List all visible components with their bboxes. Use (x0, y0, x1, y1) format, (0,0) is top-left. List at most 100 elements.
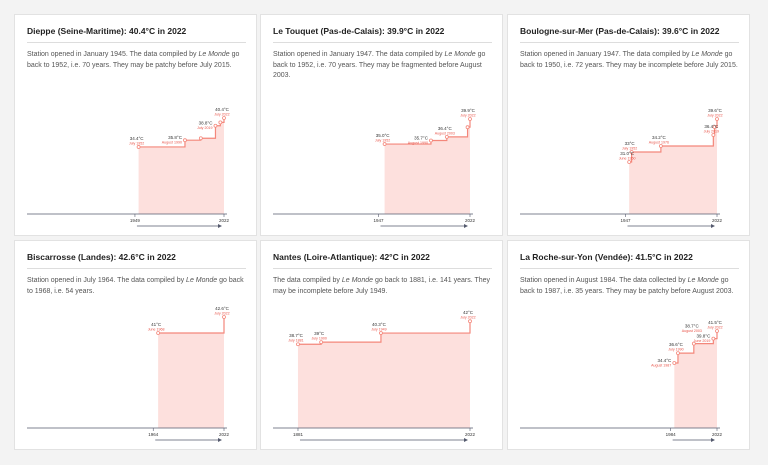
x-tick-label: 2022 (465, 218, 476, 223)
record-point (222, 315, 226, 319)
record-line (297, 321, 471, 345)
record-area (629, 119, 717, 214)
record-date-label: July 1881 (288, 339, 303, 343)
card-title: Le Touquet (Pas-de-Calais): 39.9°C in 20… (273, 26, 445, 36)
record-point (296, 342, 300, 347)
record-point (711, 336, 716, 341)
record-date-label: July 2022 (707, 325, 722, 329)
record-point (715, 117, 719, 121)
divider (273, 42, 492, 43)
station-card: Biscarrosse (Landes): 42.6°C in 2022 Sta… (14, 240, 257, 450)
record-date-label: August 2003 (682, 329, 702, 333)
record-value-label: 34.4°C (657, 358, 672, 363)
record-date-label: August 1990 (408, 141, 428, 145)
record-point (222, 116, 226, 120)
record-value-label: 39.8°C (697, 334, 712, 339)
record-point (156, 331, 161, 335)
record-date-label: July 2022 (707, 114, 722, 118)
card-description: The data compiled by Le Monde go back to… (273, 277, 491, 295)
record-value-label: 34.2°C (652, 135, 667, 140)
record-point (319, 340, 324, 345)
record-point (213, 123, 218, 128)
divider (27, 42, 246, 43)
record-date-label: July 1900 (311, 337, 326, 341)
record-value-label: 40.3°C (372, 322, 387, 327)
record-date-label: July 1952 (375, 139, 390, 143)
record-date-label: July 2022 (214, 312, 229, 316)
record-date-label: June 2019 (694, 339, 711, 343)
record-date-label: July 1990 (668, 348, 683, 352)
station-card: Boulogne-sur-Mer (Pas-de-Calais): 39.6°C… (507, 14, 750, 236)
station-card: Dieppe (Seine-Maritime): 40.4°C in 2022 … (14, 14, 257, 236)
record-value-label: 38.7°C (289, 333, 304, 338)
divider (520, 42, 739, 43)
record-value-label: 38.7°C (685, 324, 700, 329)
divider (27, 268, 246, 269)
record-value-label: 41°C (151, 322, 162, 327)
record-area (138, 118, 224, 214)
card-description: Station opened in July 1964. The data co… (27, 277, 244, 295)
divider (273, 268, 492, 269)
record-point (468, 117, 472, 121)
card-title: Biscarrosse (Landes): 42.6°C in 2022 (27, 252, 176, 262)
record-point (429, 138, 433, 143)
arrow-head-icon (218, 224, 222, 228)
record-point (676, 351, 680, 355)
record-point (712, 125, 717, 129)
record-point (715, 329, 719, 333)
record-area (297, 321, 470, 428)
record-date-label: August 1990 (162, 141, 182, 145)
card-description: Station opened in January 1947. The data… (273, 51, 486, 79)
record-value-label: 42.6°C (215, 306, 230, 311)
card-description: Station opened in August 1984. The data … (520, 277, 734, 295)
arrow-head-icon (218, 438, 222, 442)
record-value-label: 38.8°C (199, 121, 214, 126)
record-value-label: 36.6°C (669, 342, 684, 347)
x-tick-label: 1947 (620, 218, 631, 223)
record-date-label: June 1968 (148, 328, 165, 332)
arrow-head-icon (711, 224, 715, 228)
card-title: Nantes (Loire-Atlantique): 42°C in 2022 (273, 252, 430, 262)
x-tick-label: 2022 (465, 432, 476, 437)
record-point (468, 319, 472, 324)
record-point (672, 361, 677, 365)
record-point (465, 125, 470, 130)
x-tick-label: 1964 (148, 432, 159, 437)
card-title: La Roche-sur-Yon (Vendée): 41.5°C in 202… (520, 252, 693, 262)
record-date-label: July 1952 (622, 147, 637, 151)
record-value-label: 31.0°C (620, 151, 635, 156)
x-tick-label: 1947 (373, 218, 384, 223)
x-tick-label: 1881 (293, 432, 304, 437)
x-tick-label: 2022 (712, 218, 723, 223)
record-date-label: June 1950 (619, 157, 636, 161)
record-value-label: 39.9°C (461, 108, 476, 113)
record-date-label: July 2022 (460, 316, 475, 320)
record-point (629, 150, 634, 154)
station-card: Le Touquet (Pas-de-Calais): 39.9°C in 20… (260, 14, 503, 236)
record-point (183, 138, 187, 143)
record-value-label: 34.4°C (130, 136, 145, 141)
record-point (691, 341, 696, 346)
record-value-label: 33°C (625, 141, 636, 146)
x-tick-label: 2022 (712, 432, 723, 437)
record-value-label: 42°C (463, 310, 474, 315)
record-area (384, 119, 470, 214)
record-point (382, 142, 387, 146)
record-point (379, 331, 383, 335)
station-card: La Roche-sur-Yon (Vendée): 41.5°C in 202… (507, 240, 750, 450)
record-line (158, 317, 225, 334)
record-value-label: 39°C (314, 331, 325, 336)
x-tick-label: 2022 (219, 432, 230, 437)
arrow-head-icon (711, 438, 715, 442)
record-date-label: July 2019 (197, 126, 212, 130)
record-date-label: July 1949 (371, 328, 386, 332)
record-point (218, 120, 223, 125)
record-date-label: August 2003 (435, 131, 455, 135)
record-point (711, 133, 716, 137)
card-description: Station opened in January 1945. The data… (27, 51, 240, 69)
record-value-label: 39.6°C (708, 108, 723, 113)
